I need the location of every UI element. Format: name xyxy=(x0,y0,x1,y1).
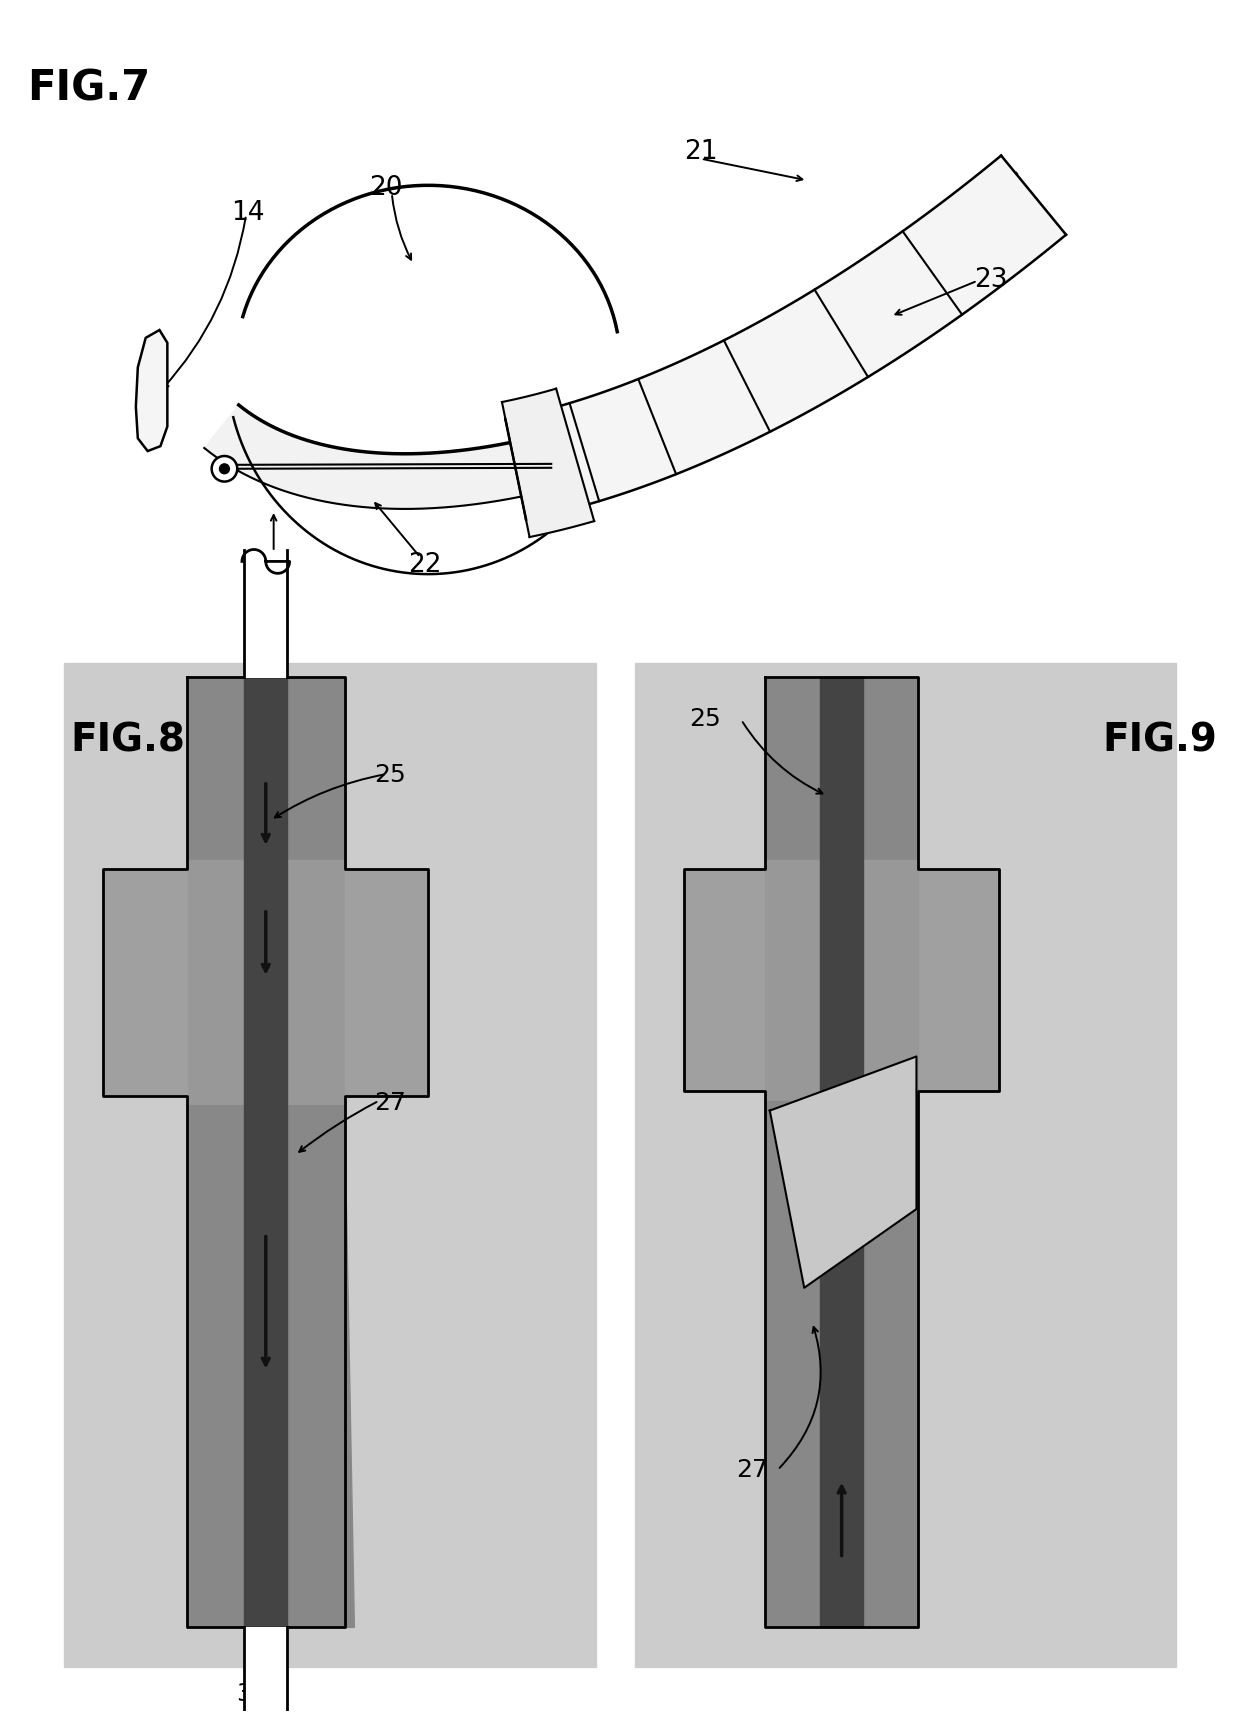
Text: FIG.9: FIG.9 xyxy=(1102,721,1218,759)
Text: 27: 27 xyxy=(374,1090,405,1114)
Polygon shape xyxy=(187,678,345,899)
Text: 20: 20 xyxy=(370,176,403,202)
Text: FIG.8: FIG.8 xyxy=(71,721,186,759)
Text: 14: 14 xyxy=(232,200,265,226)
Bar xyxy=(635,662,1177,1666)
Text: 25: 25 xyxy=(689,707,720,731)
Polygon shape xyxy=(765,859,919,1101)
Text: 27: 27 xyxy=(737,1458,769,1482)
Text: 22: 22 xyxy=(408,552,441,578)
Text: 25: 25 xyxy=(374,762,405,787)
Bar xyxy=(64,662,595,1666)
Text: 23: 23 xyxy=(975,267,1008,293)
Text: 3: 3 xyxy=(237,1682,252,1706)
Circle shape xyxy=(219,464,229,474)
Polygon shape xyxy=(103,678,428,1627)
Polygon shape xyxy=(187,1106,355,1627)
Polygon shape xyxy=(684,869,765,1090)
Polygon shape xyxy=(820,678,863,1627)
Polygon shape xyxy=(919,869,999,1090)
Polygon shape xyxy=(187,859,345,1106)
Polygon shape xyxy=(205,174,1052,509)
Polygon shape xyxy=(506,155,1066,519)
Polygon shape xyxy=(244,678,288,1627)
Polygon shape xyxy=(765,1101,919,1627)
Polygon shape xyxy=(244,550,288,678)
Text: 17: 17 xyxy=(254,564,288,590)
Circle shape xyxy=(212,455,237,481)
Polygon shape xyxy=(103,869,187,1095)
Polygon shape xyxy=(502,388,594,536)
Polygon shape xyxy=(345,869,428,1095)
Text: FIG.7: FIG.7 xyxy=(27,67,151,109)
Polygon shape xyxy=(765,678,919,899)
Polygon shape xyxy=(244,1627,288,1725)
Polygon shape xyxy=(770,1056,916,1289)
Polygon shape xyxy=(136,329,167,450)
Text: 21: 21 xyxy=(684,140,718,166)
Polygon shape xyxy=(684,678,999,1627)
